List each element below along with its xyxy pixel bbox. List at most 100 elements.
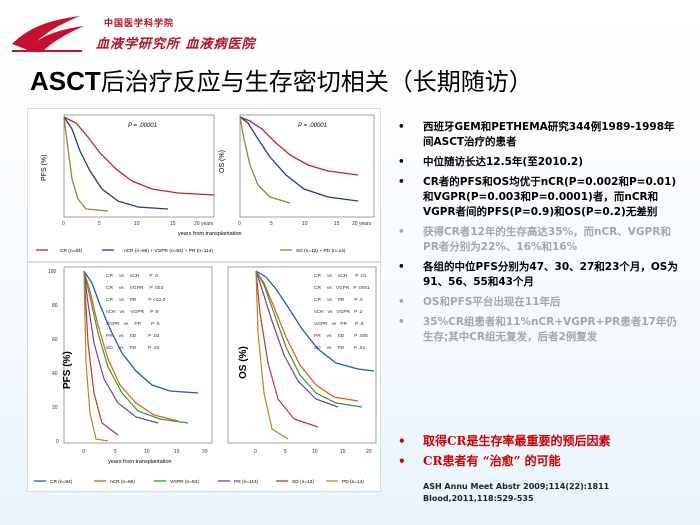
bottom-os-cr-curve [255, 270, 375, 372]
cmp-row: CR vs nCR P .0 [106, 273, 158, 279]
top-pfs-axes [63, 114, 215, 218]
title-rest: 后治疗反应与生存密切相关（长期随访） [100, 68, 533, 96]
conclusion-item: CR患者有 “治愈” 的可能 [395, 454, 685, 469]
bottom-legend: CR (n=84) nCR (n=66) VGPR (n=54) PR (n=1… [34, 479, 364, 485]
bottom-os-curves [255, 270, 375, 440]
y-tick: 60 [52, 337, 58, 343]
bottom-os-xticks: 0 5 10 15 20 [254, 449, 372, 455]
top-pfs-curves [63, 116, 215, 212]
slide-title: ASCT后治疗反应与生存密切相关（长期随访） [30, 62, 533, 97]
bottom-pfs-yticks: 100 80 60 40 20 0 [48, 269, 59, 445]
legend-cr: CR (n=84) [50, 479, 73, 485]
bottom-os-sd-curve [255, 270, 319, 428]
x-tick: 0 [82, 449, 85, 455]
figure-bottom-svg: PFS (%) 100 80 60 40 20 0 CR vs nCR P .0 CR… [34, 266, 377, 485]
cmp-row: CR vs PR P <10-3 [106, 297, 166, 303]
top-os-curves [239, 116, 359, 204]
bottom-pfs-pd-curve [83, 270, 109, 442]
x-tick: 10 [144, 449, 150, 455]
legend-pd: PD (n=14) [342, 479, 364, 485]
legend-sd: SD (n=12) [292, 479, 314, 485]
x-tick: 0 [238, 221, 241, 227]
x-tick: 20 [202, 449, 208, 455]
legend-pr: PR (n=114) [234, 479, 259, 485]
x-tick: 10 [312, 449, 318, 455]
y-tick: 80 [52, 303, 58, 309]
bullet-item: 各组的中位PFS分别为47、30、27和23个月，OS为91、56、55和43个… [395, 260, 685, 290]
conclusion-list: 取得CR是生存率最重要的预后因素 CR患者有 “治愈” 的可能 [395, 434, 685, 474]
bottom-os-pr-curve [255, 270, 339, 408]
cmp-row: VGPR vs PR P .8 [106, 321, 160, 327]
cmp-row: PR vs SD P .005 [314, 333, 368, 339]
y-tick: 40 [52, 371, 58, 377]
reference-line2: Blood,2011,118:529-535 [423, 494, 534, 503]
x-tick: 5 [114, 449, 117, 455]
bullet-item: 中位随访长达12.5年(至2010.2) [395, 155, 685, 170]
bullet-item: OS和PFS平台出现在11年后 [395, 295, 685, 310]
x-tick: 0 [254, 449, 257, 455]
cmp-row: VGPR vs PR P .8 [314, 321, 364, 327]
x-tick: 5 [270, 221, 273, 227]
top-x-ticks-left: 0 5 10 15 20 years [62, 221, 214, 227]
x-tick: 20 [366, 449, 372, 455]
bottom-pfs-cr-curve [83, 270, 199, 394]
bottom-os-ncr-curve [255, 270, 359, 402]
top-xlabel: years from transplantation [178, 231, 242, 237]
top-os-axes [239, 114, 375, 218]
x-tick: 15 [334, 221, 340, 227]
bottom-pfs-comparisons: CR vs nCR P .0 CR vs VGPR P .003 CR vs PR P <10-3… [106, 273, 166, 351]
legend-vgpr: VGPR (n=54) [170, 479, 199, 485]
x-tick: 5 [284, 449, 287, 455]
cmp-row: nCR vs VGPR P .2 [314, 309, 363, 315]
cmp-row: PR vs SD P .03 [106, 333, 160, 339]
bullet-list: 西班牙GEM和PETHEMA研究344例1989-1998年间ASCT治疗的患者… [395, 120, 685, 350]
bullet-item: 获得CR者12年的生存高达35%，而nCR、VGPR和PR者分别为22%、16%… [395, 225, 685, 255]
legend-ncr: nCR (n=66) [110, 479, 135, 485]
x-tick: 15 [170, 221, 176, 227]
bottom-os-vgpr-curve [255, 270, 363, 408]
top-legend: CR (n=84) nCR (n=66) + VGPR (n=54) + PR … [36, 248, 346, 254]
bottom-pfs-xlabel: years from transplantation [108, 459, 172, 465]
y-tick: 20 [52, 405, 58, 411]
bullet-item: 35%CR组患者和11%nCR+VGPR+PR患者17年仍生存;其中CR组无复发… [395, 315, 685, 345]
reference: ASH Annu Meet Abstr 2009;114(22):1811 Bl… [423, 481, 609, 505]
bottom-pfs-pr-curve [83, 270, 159, 424]
top-pfs-ylabel: PFS (%) [41, 155, 48, 181]
bottom-os-pd-curve [255, 270, 289, 440]
bottom-os-comparisons: CR vs nCR P .01 CR vs VGPR P .0001 CR vs PR P .0 … [314, 273, 370, 351]
bottom-pfs-ncr-curve [83, 270, 179, 422]
institution-name-line1: 中国医学科学院 [104, 19, 175, 29]
cmp-row: CR vs PR P .0 [314, 297, 363, 303]
top-pfs-sdpd-curve [63, 116, 109, 212]
top-pfs-pvalue: P = .00001 [128, 123, 157, 129]
top-os-ylabel: OS (%) [219, 150, 226, 173]
bottom-pfs-curves [83, 270, 199, 442]
bottom-os-ylabel: OS (%) [238, 346, 249, 379]
figure-top-svg: PFS (%) P = .00001 OS (%) P = .00001 0 5… [36, 114, 375, 254]
figure-top-panel: PFS (%) P = .00001 OS (%) P = .00001 0 5… [27, 108, 381, 262]
top-os-pvalue: P = .00001 [298, 123, 327, 129]
cmp-row: CR vs VGPR P .0001 [314, 285, 370, 291]
x-tick: 20 years [352, 221, 372, 227]
top-x-ticks-right: 0 5 10 15 20 years [238, 221, 372, 227]
top-os-group-curve [239, 116, 359, 202]
institution-name-line2: 血液学研究所 血液病医院 [96, 37, 256, 52]
figure-bottom-panel: PFS (%) 100 80 60 40 20 0 CR vs nCR P .0 CR… [27, 262, 381, 492]
cmp-row: SD vs PD P .61 [314, 345, 366, 351]
bottom-pfs-axes [63, 266, 213, 444]
top-pfs-group-curve [63, 116, 169, 210]
cmp-row: nCR vs VGPR P .9 [106, 309, 159, 315]
top-os-cr-curve [239, 116, 359, 176]
x-tick: 15 [340, 449, 346, 455]
institute-logo [12, 16, 84, 52]
bottom-os-axes [227, 266, 377, 444]
conclusion-item: 取得CR是生存率最重要的预后因素 [395, 434, 685, 449]
x-tick: 10 [302, 221, 308, 227]
top-legend-group: nCR (n=66) + VGPR (n=54) + PR (n=114) [124, 248, 213, 254]
x-tick: 5 [98, 221, 101, 227]
reference-line1: ASH Annu Meet Abstr 2009;114(22):1811 [423, 482, 610, 491]
x-tick: 0 [62, 221, 65, 227]
bullet-item: CR者的PFS和OS均优于nCR(P=0.002和P=0.01)和VGPR(P=… [395, 175, 685, 220]
x-tick: 20 years [194, 221, 214, 227]
bottom-pfs-xticks: 0 5 10 15 20 [82, 449, 208, 455]
